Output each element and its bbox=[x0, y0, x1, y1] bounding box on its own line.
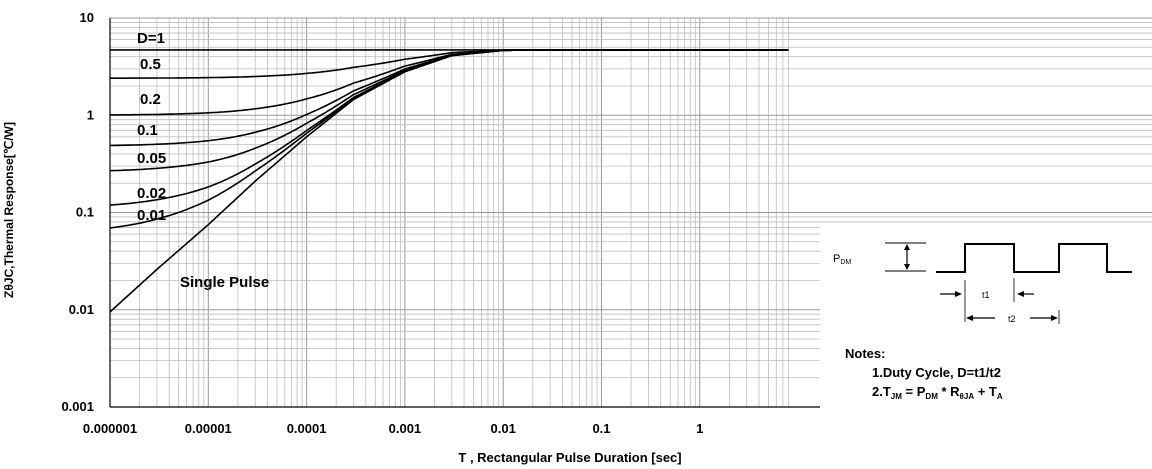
y-tick-label: 0.01 bbox=[69, 302, 94, 317]
curves bbox=[109, 49, 789, 313]
series-label-0-02: 0.02 bbox=[137, 185, 166, 202]
y-tick-label: 1 bbox=[87, 107, 94, 122]
x-tick-label: 0.1 bbox=[592, 421, 610, 436]
curve-single-pulse bbox=[109, 49, 789, 313]
t2-arrow-left-head bbox=[966, 315, 973, 321]
t2-label: t2 bbox=[1008, 314, 1016, 324]
grid bbox=[109, 17, 1152, 408]
series-label-0-1: 0.1 bbox=[137, 122, 158, 139]
pdm-arrow-head-down bbox=[904, 264, 910, 270]
t1-label: t1 bbox=[982, 290, 990, 300]
x-tick-label: 1 bbox=[696, 421, 703, 436]
curve-0-05 bbox=[109, 49, 789, 172]
pulse-inset: PDM t1 t2 Notes: 1.Duty Cycle, D=t1/t2 2… bbox=[820, 226, 1152, 410]
pdm-label: PDM bbox=[833, 253, 851, 266]
series-label-single-pulse: Single Pulse bbox=[180, 274, 269, 291]
note-duty-cycle: 1.Duty Cycle, D=t1/t2 bbox=[872, 365, 1001, 380]
x-tick-label: 0.00001 bbox=[185, 421, 232, 436]
x-axis-label: T , Rectangular Pulse Duration [sec] bbox=[458, 450, 681, 465]
curve-0-5 bbox=[110, 49, 789, 79]
y-axis-label: ZθJC,Thermal Response[℃/W] bbox=[2, 122, 16, 298]
pulse-waveform bbox=[936, 243, 1132, 273]
y-tick-label: 0.1 bbox=[76, 205, 94, 220]
curve-0-01 bbox=[109, 49, 789, 229]
t1-arrow-right-head bbox=[1017, 291, 1024, 297]
series-label-0-01: 0.01 bbox=[137, 207, 166, 224]
series-label-0-05: 0.05 bbox=[137, 150, 166, 167]
pdm-arrow-head-up bbox=[904, 244, 910, 250]
series-label-d-1: D=1 bbox=[137, 30, 165, 47]
tick-labels: 0.000001 0.00001 0.0001 0.001 0.01 0.1 1 10 1 0.1… bbox=[61, 10, 703, 436]
note-tjm-formula: 2.TJM = PDM * RθJA + TA bbox=[872, 384, 1003, 401]
t2-arrow-right-head bbox=[1051, 315, 1058, 321]
t1-arrow-left-head bbox=[955, 291, 962, 297]
x-tick-label: 0.01 bbox=[491, 421, 516, 436]
x-tick-label: 0.001 bbox=[389, 421, 422, 436]
curve-0-02 bbox=[109, 49, 789, 206]
series-label-0-5: 0.5 bbox=[140, 56, 161, 73]
curve-0-1 bbox=[110, 49, 789, 147]
x-tick-label: 0.000001 bbox=[83, 421, 137, 436]
y-tick-label: 10 bbox=[80, 10, 94, 25]
x-tick-label: 0.0001 bbox=[287, 421, 327, 436]
notes-title: Notes: bbox=[845, 346, 885, 361]
y-tick-label: 0.001 bbox=[61, 399, 94, 414]
series-labels: D=1 0.5 0.2 0.1 0.05 0.02 0.01 Single Pulse bbox=[137, 30, 269, 291]
curve-0-2 bbox=[110, 49, 789, 116]
series-label-0-2: 0.2 bbox=[140, 91, 161, 108]
